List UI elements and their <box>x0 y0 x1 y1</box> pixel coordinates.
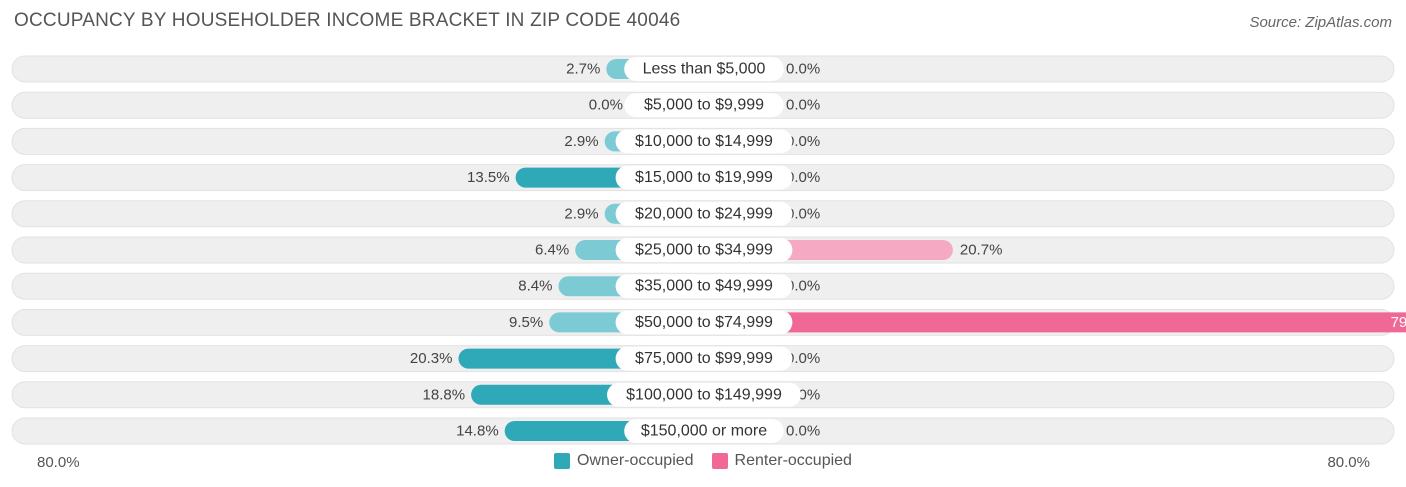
legend: Owner-occupied Renter-occupied <box>0 452 1406 470</box>
category-label: $25,000 to $34,999 <box>635 242 773 259</box>
owner-value-label: 14.8% <box>456 423 499 440</box>
category-pill <box>624 419 784 443</box>
owner-value-label: 20.3% <box>410 350 453 367</box>
category-label: Less than $5,000 <box>643 61 766 78</box>
axis-right-label: 80.0% <box>1327 454 1370 471</box>
renter-value-label: 20.7% <box>960 242 1003 259</box>
category-label: $10,000 to $14,999 <box>635 133 773 150</box>
category-pill <box>615 201 793 226</box>
renter-value-label: 0.0% <box>786 169 820 186</box>
category-pill <box>615 238 793 262</box>
legend-swatch-renter <box>711 453 728 469</box>
category-label: $50,000 to $74,999 <box>635 314 773 331</box>
owner-value-label: 18.8% <box>423 386 466 403</box>
category-label: $75,000 to $99,999 <box>635 350 773 367</box>
category-label: $100,000 to $149,999 <box>626 386 782 403</box>
axis-left-label: 80.0% <box>37 454 80 471</box>
legend-swatch-owner <box>554 453 571 469</box>
category-label: $150,000 or more <box>641 423 767 440</box>
category-pill <box>615 129 793 154</box>
renter-value-label: 0.0% <box>786 133 820 150</box>
renter-value-label: 0.0% <box>786 97 820 114</box>
category-label: $35,000 to $49,999 <box>635 278 773 295</box>
category-pill <box>624 93 784 118</box>
category-pill <box>615 165 793 190</box>
category-pill <box>615 274 793 299</box>
legend-item-renter[interactable]: Renter-occupied <box>711 452 852 470</box>
owner-value-label: 2.9% <box>564 205 598 222</box>
category-pill <box>615 346 793 371</box>
renter-value-label: 0.0% <box>786 278 820 295</box>
source-note: Source: ZipAtlas.com <box>1249 14 1392 31</box>
category-label: $15,000 to $19,999 <box>635 169 773 186</box>
legend-item-owner[interactable]: Owner-occupied <box>554 452 694 470</box>
owner-value-label: 0.0% <box>589 97 623 114</box>
owner-value-label: 8.4% <box>518 278 552 295</box>
category-pill <box>607 382 801 407</box>
legend-label-owner: Owner-occupied <box>577 452 694 469</box>
renter-value-label: 0.0% <box>786 205 820 222</box>
category-label: $5,000 to $9,999 <box>644 97 764 114</box>
renter-bar <box>704 312 1406 333</box>
renter-value-label: 0.0% <box>786 423 820 440</box>
renter-value-label: 0.0% <box>786 350 820 367</box>
owner-value-label: 9.5% <box>509 314 543 331</box>
owner-value-label: 2.9% <box>564 133 598 150</box>
renter-value-label: 0.0% <box>786 61 820 78</box>
owner-value-label: 2.7% <box>566 61 600 78</box>
category-pill <box>615 310 793 335</box>
chart-title: OCCUPANCY BY HOUSEHOLDER INCOME BRACKET … <box>14 10 681 31</box>
legend-label-renter: Renter-occupied <box>734 452 852 469</box>
renter-value-label: 79.3% <box>1391 314 1406 331</box>
category-pill <box>624 57 784 81</box>
owner-value-label: 13.5% <box>467 169 510 186</box>
category-label: $20,000 to $24,999 <box>635 205 773 222</box>
owner-value-label: 6.4% <box>535 242 569 259</box>
